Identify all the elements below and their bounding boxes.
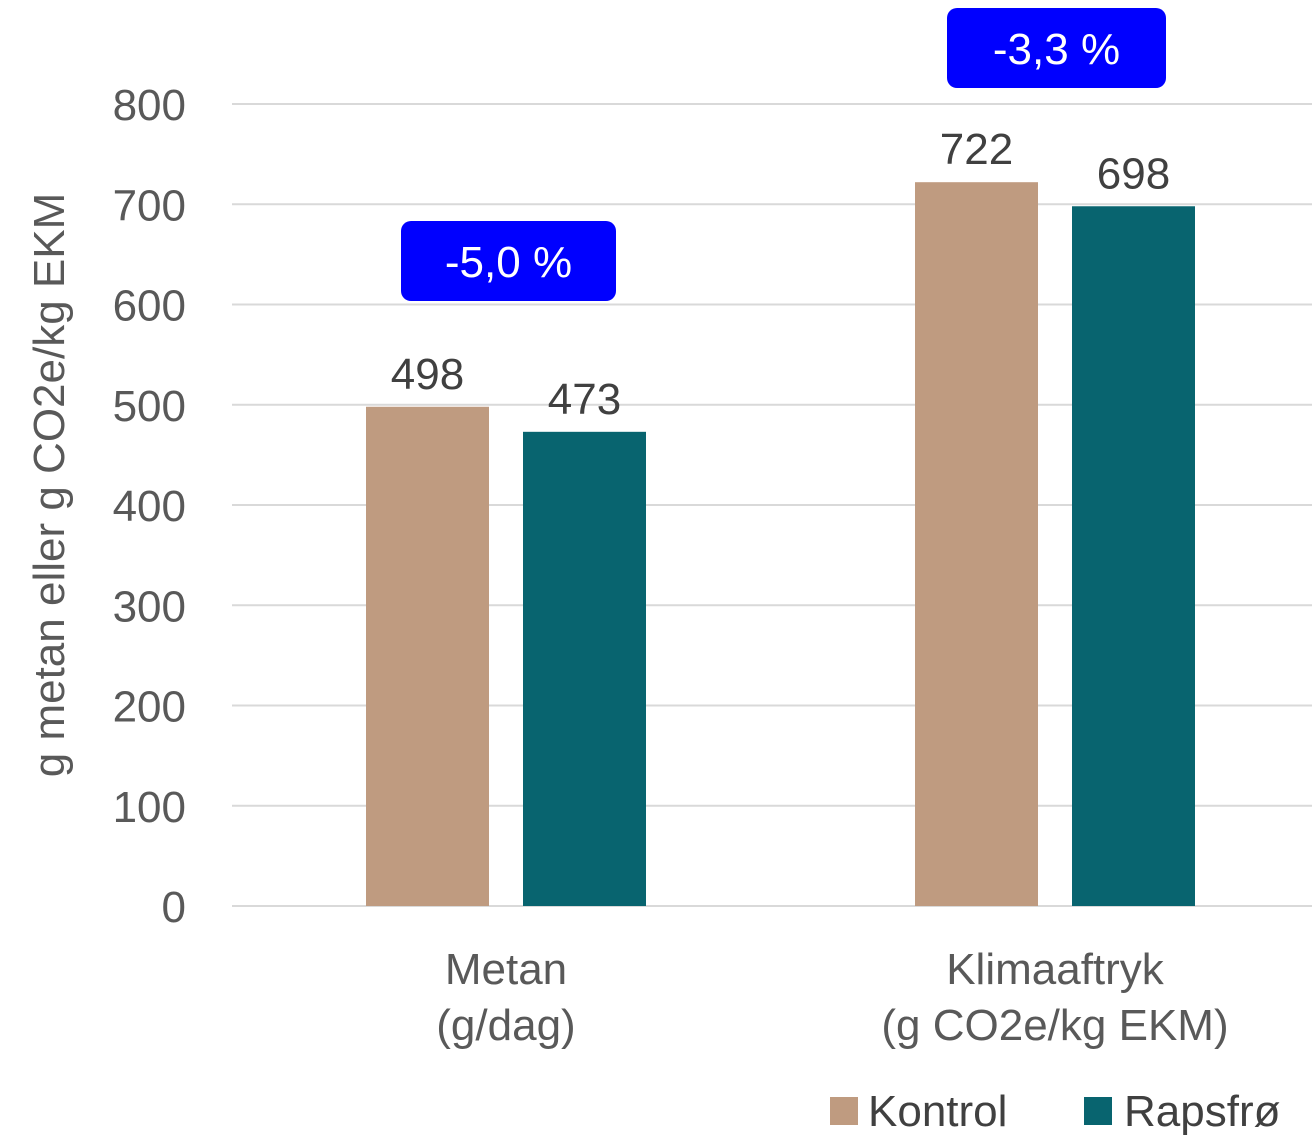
annotations: -5,0 % -3,3 %	[401, 8, 1166, 301]
y-tick-label: 500	[113, 382, 186, 431]
data-labels: 498 473 722 698	[391, 125, 1170, 424]
y-tick-label: 300	[113, 582, 186, 631]
y-axis-ticks: 0 100 200 300 400 500 600 700 800	[113, 81, 186, 932]
y-tick-label: 400	[113, 482, 186, 531]
data-label: 473	[548, 375, 621, 424]
legend-label: Rapsfrø	[1124, 1087, 1280, 1136]
y-tick-label: 800	[113, 81, 186, 130]
x-category-label: (g/dag)	[436, 1001, 575, 1050]
y-tick-label: 700	[113, 181, 186, 230]
y-tick-label: 200	[113, 683, 186, 732]
data-label: 698	[1097, 149, 1170, 198]
y-axis-title: g metan eller g CO2e/kg EKM	[25, 193, 74, 777]
legend: Kontrol Rapsfrø	[830, 1087, 1280, 1136]
x-axis-categories: Metan (g/dag) Klimaaftryk (g CO2e/kg EKM)	[436, 945, 1228, 1050]
annotation-badge	[401, 221, 616, 301]
data-label: 498	[391, 350, 464, 399]
x-category-label: Klimaaftryk	[946, 945, 1165, 994]
annotation-text: -5,0 %	[445, 238, 572, 287]
legend-swatch	[830, 1097, 858, 1125]
bars	[366, 182, 1195, 906]
bar-rapsfro-metan	[523, 431, 646, 906]
bar-kontrol-klimaaftryk	[915, 182, 1038, 906]
y-tick-label: 100	[113, 783, 186, 832]
x-category-label: (g CO2e/kg EKM)	[881, 1001, 1228, 1050]
bar-rapsfro-klimaaftryk	[1072, 206, 1195, 906]
data-label: 722	[940, 125, 1013, 174]
y-tick-label: 600	[113, 282, 186, 331]
annotation-text: -3,3 %	[993, 25, 1120, 74]
bar-kontrol-metan	[366, 406, 489, 906]
legend-swatch	[1084, 1097, 1112, 1125]
annotation-badge	[947, 8, 1166, 88]
y-tick-label: 0	[162, 883, 186, 932]
legend-label: Kontrol	[868, 1087, 1007, 1136]
x-category-label: Metan	[445, 945, 567, 994]
